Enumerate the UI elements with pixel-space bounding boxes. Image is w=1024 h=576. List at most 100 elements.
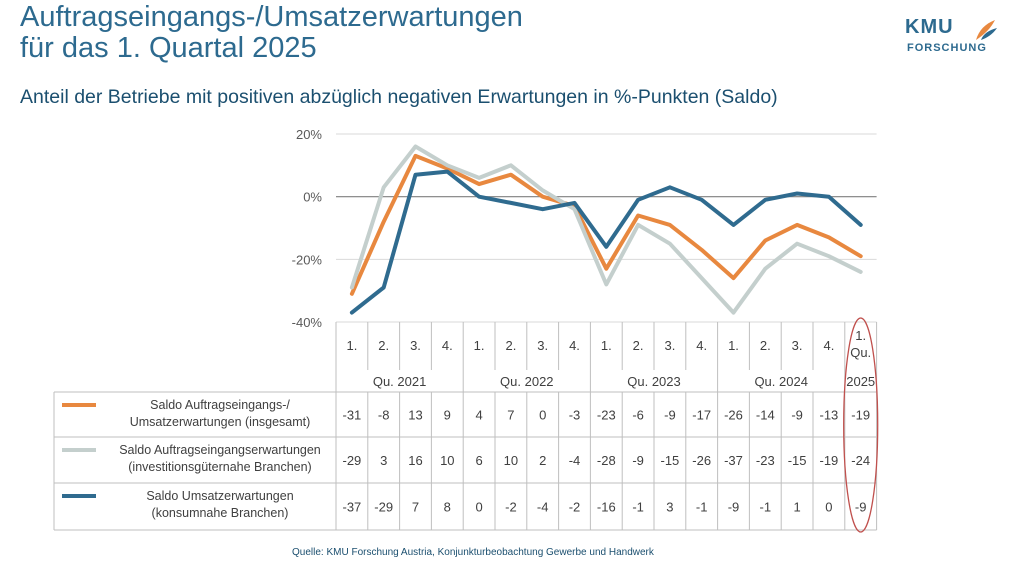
year-label: Qu. 2021 (373, 374, 427, 389)
quarter-label: 4. (823, 338, 834, 353)
quarter-label: 2. (760, 338, 771, 353)
title-line-2: für das 1. Quartal 2025 (20, 32, 317, 64)
table-cell-value: -2 (569, 500, 581, 515)
series-line (349, 144, 863, 315)
logo-text: KMU (905, 16, 954, 38)
table-cell-value: 1 (793, 500, 800, 515)
table-cell-value: -2 (505, 500, 517, 515)
year-label: Qu. 2023 (627, 374, 681, 389)
table-cell-value: -13 (820, 408, 839, 423)
table-cell-value: -3 (569, 408, 581, 423)
source-note: Quelle: KMU Forschung Austria, Konjunktu… (292, 547, 654, 558)
table-cell-value: -24 (851, 453, 870, 468)
table-cell-value: -9 (791, 408, 803, 423)
logo-subtext: FORSCHUNG (907, 42, 987, 54)
year-label: Qu. 2024 (754, 374, 808, 389)
table-cell-value: -1 (632, 500, 644, 515)
table-cell-value: 4 (475, 408, 482, 423)
quarter-label: 4. (569, 338, 580, 353)
title-line-1: Auftragseingangs-/Umsatzerwartungen (20, 1, 523, 33)
legend-label: Saldo Auftragseingangs-/ (150, 398, 290, 412)
highlight-ellipse (843, 317, 879, 533)
quarter-label: 1. (728, 338, 739, 353)
table-cell-value: -37 (724, 453, 743, 468)
table-cell-value: -26 (692, 453, 711, 468)
y-tick-label: 0% (303, 190, 322, 205)
table-cell-value: -23 (597, 408, 616, 423)
legend-label: (konsumnahe Branchen) (152, 506, 289, 520)
table-cell-value: -15 (788, 453, 807, 468)
table-cell-value: -8 (378, 408, 390, 423)
table-cell-value: 6 (475, 453, 482, 468)
table-cell-value: -4 (569, 453, 581, 468)
table-cell-value: 7 (507, 408, 514, 423)
table-cell-value: -9 (632, 453, 644, 468)
quarter-label: 3. (664, 338, 675, 353)
series-lines (349, 144, 863, 315)
highlight-ellipse-shape (843, 317, 879, 533)
quarter-label-part: Qu. (850, 345, 871, 360)
table-cell-value: -19 (820, 453, 839, 468)
table-cell-value: -19 (851, 408, 870, 423)
table-cell-value: -23 (756, 453, 775, 468)
quarter-label: 1. (474, 338, 485, 353)
y-tick-label: 20% (296, 127, 322, 142)
table-cell-value: 10 (440, 453, 454, 468)
table-cell-value: -1 (760, 500, 772, 515)
table-cell-value: -14 (756, 408, 775, 423)
gridlines (336, 133, 877, 323)
chart-subtitle: Anteil der Betriebe mit positiven abzügl… (20, 86, 778, 108)
quarter-label: 4. (696, 338, 707, 353)
table-cell-value: 0 (475, 500, 482, 515)
table-cell-value: -16 (597, 500, 616, 515)
table-cell-value: -37 (343, 500, 362, 515)
page-title: Auftragseingangs-/Umsatzerwartungen für … (20, 2, 523, 64)
leaf-icon (976, 20, 997, 40)
table-cell-value: 0 (825, 500, 832, 515)
quarter-label: 4. (442, 338, 453, 353)
table-cell-value: -9 (664, 408, 676, 423)
quarter-label: 2. (378, 338, 389, 353)
legend-label: Saldo Auftragseingangserwartungen (119, 443, 321, 457)
table-cell-value: -29 (343, 453, 362, 468)
y-tick-label: -40% (292, 315, 323, 330)
data-table: 1. 2. 3. 4. 1. 2. 3. 4. 1. 2. 3. 4. 1. 2. 3. 4. 1. Qu. Qu.… (53, 322, 878, 531)
table-cell-value: 0 (539, 408, 546, 423)
quarter-label: 1. (346, 338, 357, 353)
quarter-label: 3. (792, 338, 803, 353)
quarter-label-part: 1. (855, 328, 866, 343)
table-cell-value: -9 (728, 500, 740, 515)
series-line (349, 169, 863, 315)
series-line (349, 153, 863, 296)
table-cell-value: -28 (597, 453, 616, 468)
table-cell-value: -31 (343, 408, 362, 423)
quarter-label: 3. (410, 338, 421, 353)
table-cell-value: -15 (661, 453, 680, 468)
table-cell-value: -6 (632, 408, 644, 423)
table-cell-value: 7 (412, 500, 419, 515)
table-cell-value: 16 (408, 453, 422, 468)
table-cell-value: 2 (539, 453, 546, 468)
year-label: 2025 (846, 374, 875, 389)
quarter-label: 1. (601, 338, 612, 353)
table-cell-value: 3 (380, 453, 387, 468)
y-tick-label: -20% (292, 252, 323, 267)
quarter-label: 2. (505, 338, 516, 353)
quarter-label: 2. (633, 338, 644, 353)
table-cell-value: -17 (692, 408, 711, 423)
table-cell-value: 8 (444, 500, 451, 515)
table-cell-value: 9 (444, 408, 451, 423)
kmu-logo: KMU FORSCHUNG (905, 16, 1005, 64)
quarter-label: 1. Qu. (850, 328, 871, 360)
quarter-label: 3. (537, 338, 548, 353)
table-cell-value: -9 (855, 500, 867, 515)
table-cell-value: -26 (724, 408, 743, 423)
legend-label: Umsatzerwartungen (insgesamt) (130, 415, 311, 429)
table-cell-value: -4 (537, 500, 549, 515)
table-cell-value: 13 (408, 408, 422, 423)
table-cell-value: 10 (504, 453, 518, 468)
year-label: Qu. 2022 (500, 374, 554, 389)
table-cell-value: -29 (374, 500, 393, 515)
legend-label: (investitionsgüternahe Branchen) (128, 460, 311, 474)
